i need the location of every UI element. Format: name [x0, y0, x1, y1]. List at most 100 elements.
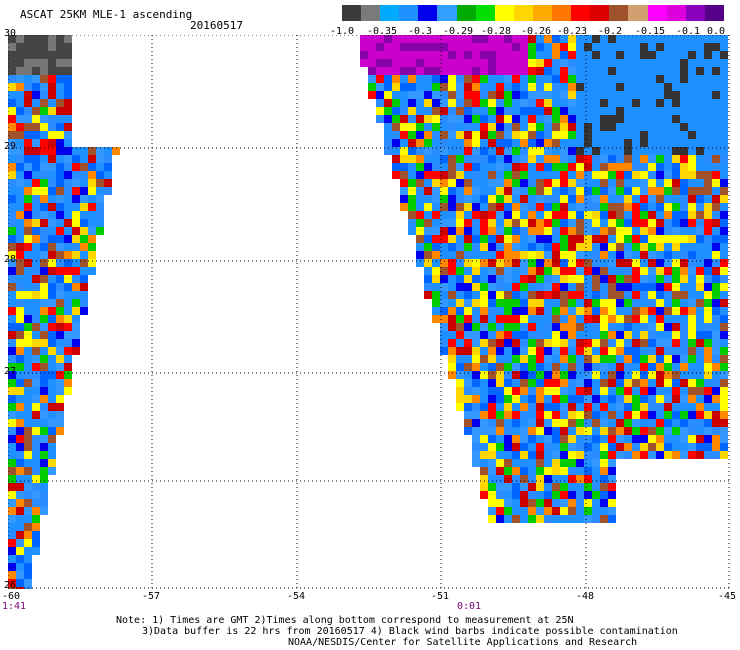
swath-cell — [504, 227, 512, 235]
swath-cell — [576, 251, 584, 259]
swath-cell — [576, 419, 584, 427]
swath-cell — [8, 283, 16, 291]
swath-cell — [704, 155, 712, 163]
swath-cell — [712, 411, 720, 419]
swath-cell — [480, 363, 488, 371]
swath-cell — [640, 43, 648, 51]
swath-cell — [520, 171, 528, 179]
swath-cell — [632, 99, 640, 107]
swath-cell — [400, 75, 408, 83]
swath-cell — [608, 267, 616, 275]
swath-cell — [608, 411, 616, 419]
swath-cell — [480, 467, 488, 475]
swath-cell — [480, 251, 488, 259]
swath-cell — [656, 283, 664, 291]
lon-label: -51 — [431, 591, 450, 602]
swath-cell — [680, 403, 688, 411]
swath-cell — [40, 475, 48, 483]
swath-cell — [712, 379, 720, 387]
swath-cell — [440, 59, 448, 67]
swath-cell — [608, 403, 616, 411]
swath-cell — [488, 387, 496, 395]
swath-cell — [544, 147, 552, 155]
swath-cell — [688, 387, 696, 395]
swath-cell — [456, 163, 464, 171]
swath-cell — [480, 235, 488, 243]
swath-cell — [560, 139, 568, 147]
swath-cell — [520, 323, 528, 331]
swath-cell — [96, 147, 104, 155]
swath-cell — [552, 331, 560, 339]
swath-cell — [720, 291, 728, 299]
swath-cell — [416, 171, 424, 179]
swath-cell — [16, 83, 24, 91]
swath-cell — [704, 243, 712, 251]
swath-cell — [528, 243, 536, 251]
swath-cell — [40, 467, 48, 475]
swath-cell — [576, 315, 584, 323]
swath-cell — [8, 235, 16, 243]
swath-cell — [608, 115, 616, 123]
swath-cell — [504, 259, 512, 267]
swath-cell — [48, 315, 56, 323]
swath-cell — [456, 67, 464, 75]
swath-cell — [584, 347, 592, 355]
swath-cell — [512, 75, 520, 83]
swath-cell — [688, 251, 696, 259]
swath-cell — [40, 387, 48, 395]
swath-cell — [104, 187, 112, 195]
swath-cell — [664, 171, 672, 179]
swath-cell — [72, 155, 80, 163]
swath-cell — [496, 35, 504, 43]
swath-cell — [504, 203, 512, 211]
swath-cell — [480, 171, 488, 179]
swath-cell — [552, 139, 560, 147]
swath-cell — [408, 155, 416, 163]
swath-cell — [480, 91, 488, 99]
swath-cell — [616, 51, 624, 59]
swath-cell — [424, 235, 432, 243]
swath-cell — [56, 51, 64, 59]
swath-cell — [560, 227, 568, 235]
swath-cell — [40, 379, 48, 387]
swath-cell — [56, 339, 64, 347]
swath-cell — [544, 403, 552, 411]
swath-cell — [632, 411, 640, 419]
swath-cell — [520, 99, 528, 107]
swath-cell — [528, 75, 536, 83]
swath-cell — [456, 187, 464, 195]
swath-cell — [608, 443, 616, 451]
swath-cell — [32, 371, 40, 379]
swath-cell — [616, 283, 624, 291]
swath-cell — [720, 35, 728, 43]
scale-label: -0.26 — [520, 26, 552, 37]
swath-cell — [496, 219, 504, 227]
swath-cell — [544, 115, 552, 123]
swath-cell — [64, 203, 72, 211]
swath-cell — [32, 547, 40, 555]
swath-cell — [584, 171, 592, 179]
swath-cell — [720, 139, 728, 147]
swath-cell — [608, 435, 616, 443]
swath-cell — [632, 379, 640, 387]
swath-cell — [392, 75, 400, 83]
swath-cell — [512, 331, 520, 339]
swath-cell — [544, 139, 552, 147]
swath-cell — [472, 219, 480, 227]
swath-cell — [528, 259, 536, 267]
swath-cell — [48, 395, 56, 403]
swath-cell — [496, 411, 504, 419]
swath-cell — [448, 195, 456, 203]
swath-cell — [56, 155, 64, 163]
swath-cell — [520, 315, 528, 323]
swath-cell — [520, 467, 528, 475]
swath-cell — [552, 499, 560, 507]
swath-cell — [648, 387, 656, 395]
swath-cell — [408, 211, 416, 219]
scale-label: -1.0 — [329, 26, 355, 37]
swath-cell — [672, 83, 680, 91]
swath-cell — [600, 291, 608, 299]
swath-cell — [24, 379, 32, 387]
swath-cell — [664, 131, 672, 139]
swath-cell — [624, 291, 632, 299]
